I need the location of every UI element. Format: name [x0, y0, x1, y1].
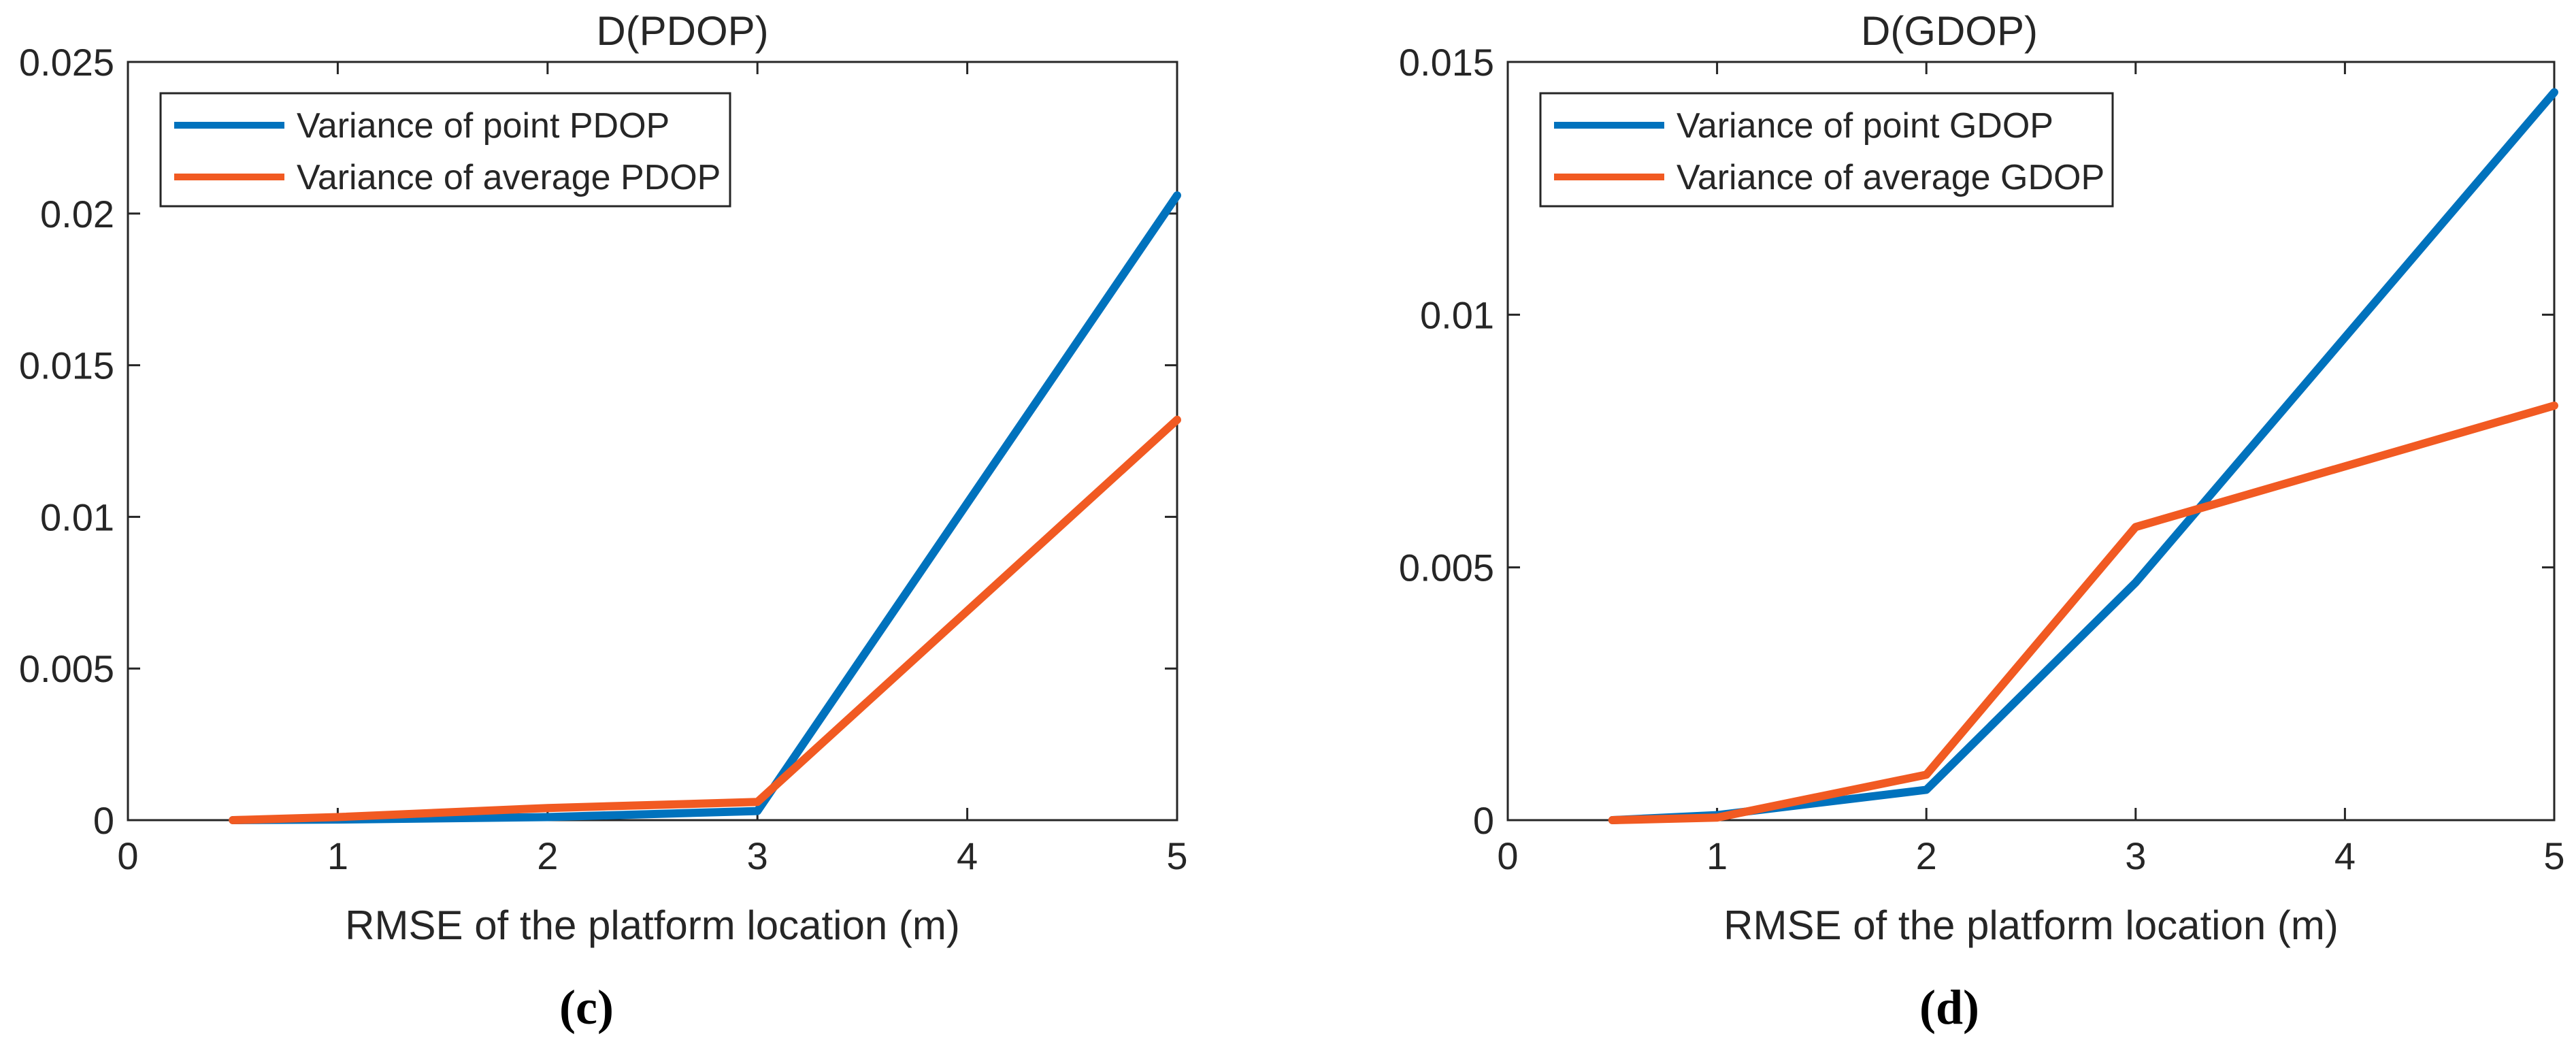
legend-entry-series-2: Variance of average PDOP [297, 158, 721, 197]
legend-entry-series-1: Variance of point PDOP [297, 106, 670, 146]
legend: Variance of point PDOP Variance of avera… [159, 92, 731, 208]
legend-entry-series-1: Variance of point GDOP [1677, 106, 2053, 146]
y-tick-label: 0 [93, 799, 114, 842]
x-tick-label: 2 [1916, 834, 1937, 877]
x-tick-label: 4 [2334, 834, 2356, 877]
y-tick-label: 0.005 [19, 647, 114, 690]
y-tick-label: 0.025 [19, 41, 114, 84]
x-axis: 0 1 2 3 4 5 [1497, 62, 2565, 877]
y-axis: 0 0.005 0.01 0.015 [1399, 41, 2554, 842]
x-axis-label: RMSE of the platform location (m) [1723, 902, 2339, 948]
x-tick-label: 5 [2543, 834, 2564, 877]
x-tick-label: 0 [1497, 834, 1518, 877]
y-tick-label: 0 [1473, 799, 1494, 842]
chart-title: D(PDOP) [596, 8, 768, 54]
x-tick-label: 2 [537, 834, 558, 877]
y-tick-label: 0.01 [1420, 293, 1494, 336]
y-axis: 0 0.005 0.01 0.015 0.02 0.025 [19, 41, 1177, 842]
x-axis: 0 1 2 3 4 5 [117, 62, 1188, 877]
legend-box [1539, 92, 2114, 208]
chart-panel-d: D(GDOP) 0 1 2 3 4 5 0 0.005 0.01 0.015 Variance … [1399, 8, 2565, 1035]
x-tick-label: 0 [117, 834, 138, 877]
series-line-2 [1608, 402, 2558, 824]
x-tick-label: 1 [1706, 834, 1728, 877]
legend: Variance of point GDOP Variance of avera… [1539, 92, 2114, 208]
series-group [229, 191, 1181, 824]
y-tick-label: 0.015 [19, 344, 114, 387]
y-tick-label: 0.02 [40, 193, 114, 235]
panel-label: (c) [559, 980, 614, 1035]
legend-entry-series-2: Variance of average GDOP [1677, 158, 2104, 197]
y-tick-label: 0.01 [40, 495, 114, 538]
x-axis-label: RMSE of the platform location (m) [345, 902, 960, 948]
x-tick-label: 3 [747, 834, 768, 877]
x-tick-label: 3 [2125, 834, 2146, 877]
series-line-2 [229, 415, 1181, 824]
series-group [1608, 88, 2558, 824]
legend-box [159, 92, 731, 208]
y-tick-label: 0.005 [1399, 547, 1494, 589]
x-tick-label: 4 [957, 834, 978, 877]
x-tick-label: 1 [327, 834, 348, 877]
chart-title: D(GDOP) [1861, 8, 2038, 54]
y-tick-label: 0.015 [1399, 41, 1494, 84]
panel-label: (d) [1919, 980, 1979, 1035]
x-tick-label: 5 [1166, 834, 1187, 877]
